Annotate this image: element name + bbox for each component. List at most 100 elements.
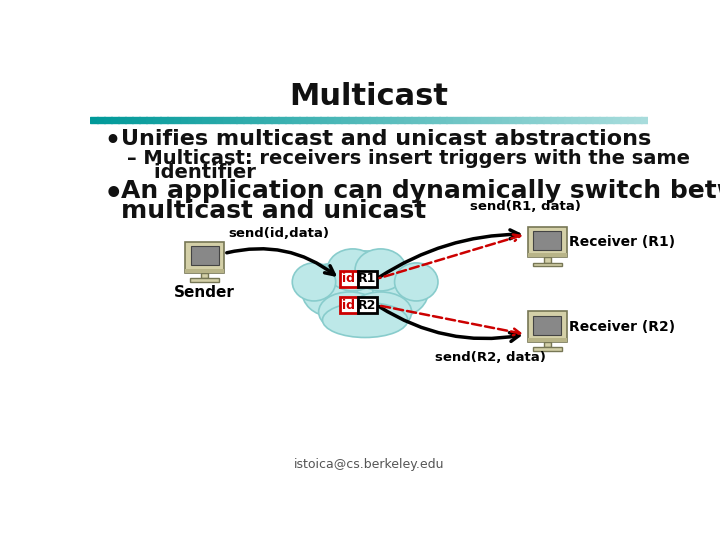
Text: send(R2, data): send(R2, data): [435, 351, 546, 364]
Bar: [111, 117, 119, 123]
Ellipse shape: [327, 249, 378, 291]
Bar: [230, 117, 238, 123]
FancyBboxPatch shape: [340, 298, 358, 313]
FancyBboxPatch shape: [528, 312, 567, 342]
Bar: [418, 117, 426, 123]
FancyBboxPatch shape: [528, 338, 567, 342]
FancyBboxPatch shape: [533, 231, 562, 250]
Bar: [334, 117, 342, 123]
Text: id: id: [342, 299, 356, 312]
Bar: [118, 117, 126, 123]
FancyBboxPatch shape: [201, 273, 208, 278]
Bar: [446, 117, 454, 123]
Text: •: •: [104, 130, 120, 153]
Bar: [571, 117, 579, 123]
Bar: [97, 117, 104, 123]
Bar: [467, 117, 474, 123]
Ellipse shape: [373, 264, 428, 316]
Bar: [411, 117, 418, 123]
Bar: [453, 117, 461, 123]
FancyBboxPatch shape: [533, 262, 562, 266]
Bar: [474, 117, 482, 123]
Bar: [271, 117, 279, 123]
Ellipse shape: [302, 264, 357, 316]
Bar: [627, 117, 635, 123]
Text: id: id: [342, 272, 356, 285]
Text: An application can dynamically switch between: An application can dynamically switch be…: [121, 179, 720, 202]
Bar: [438, 117, 446, 123]
Bar: [578, 117, 586, 123]
Bar: [125, 117, 132, 123]
Bar: [432, 117, 439, 123]
FancyBboxPatch shape: [358, 298, 377, 313]
Bar: [215, 117, 223, 123]
Bar: [209, 117, 216, 123]
Bar: [544, 117, 551, 123]
Bar: [557, 117, 565, 123]
FancyBboxPatch shape: [340, 271, 358, 287]
Bar: [606, 117, 614, 123]
Text: send(R1, data): send(R1, data): [469, 200, 580, 213]
Bar: [599, 117, 607, 123]
Bar: [348, 117, 356, 123]
Text: send(id,data): send(id,data): [228, 227, 329, 240]
Bar: [376, 117, 384, 123]
FancyBboxPatch shape: [544, 342, 551, 347]
Bar: [174, 117, 181, 123]
Bar: [327, 117, 335, 123]
Bar: [188, 117, 195, 123]
Bar: [529, 117, 537, 123]
Bar: [243, 117, 251, 123]
Bar: [613, 117, 621, 123]
Text: •: •: [104, 180, 123, 210]
Bar: [194, 117, 202, 123]
Bar: [145, 117, 153, 123]
Text: Sender: Sender: [174, 285, 235, 300]
Bar: [459, 117, 467, 123]
Bar: [341, 117, 349, 123]
Bar: [258, 117, 265, 123]
Bar: [383, 117, 391, 123]
FancyBboxPatch shape: [190, 278, 220, 282]
FancyBboxPatch shape: [544, 257, 551, 262]
Bar: [236, 117, 244, 123]
Bar: [292, 117, 300, 123]
Bar: [222, 117, 230, 123]
FancyBboxPatch shape: [191, 246, 219, 265]
Bar: [620, 117, 628, 123]
Bar: [90, 117, 98, 123]
Ellipse shape: [292, 263, 336, 301]
Text: Unifies multicast and unicast abstractions: Unifies multicast and unicast abstractio…: [121, 130, 652, 150]
Bar: [369, 117, 377, 123]
Text: Receiver (R2): Receiver (R2): [569, 320, 675, 334]
Bar: [362, 117, 370, 123]
Text: R2: R2: [359, 299, 377, 312]
Bar: [516, 117, 523, 123]
Bar: [300, 117, 307, 123]
Bar: [536, 117, 544, 123]
Bar: [390, 117, 397, 123]
Bar: [523, 117, 530, 123]
Bar: [160, 117, 168, 123]
Bar: [502, 117, 509, 123]
Bar: [404, 117, 412, 123]
Bar: [508, 117, 516, 123]
Bar: [285, 117, 293, 123]
Text: identifier: identifier: [127, 164, 256, 183]
FancyBboxPatch shape: [533, 347, 562, 351]
Bar: [202, 117, 210, 123]
Ellipse shape: [323, 302, 408, 338]
Ellipse shape: [350, 292, 412, 332]
FancyBboxPatch shape: [528, 227, 567, 257]
Bar: [495, 117, 503, 123]
FancyBboxPatch shape: [185, 242, 225, 273]
FancyBboxPatch shape: [358, 271, 377, 287]
Bar: [139, 117, 147, 123]
Bar: [487, 117, 495, 123]
FancyBboxPatch shape: [533, 315, 562, 334]
Ellipse shape: [319, 292, 381, 332]
Bar: [313, 117, 321, 123]
Bar: [264, 117, 272, 123]
Text: R1: R1: [359, 272, 377, 285]
Bar: [132, 117, 140, 123]
